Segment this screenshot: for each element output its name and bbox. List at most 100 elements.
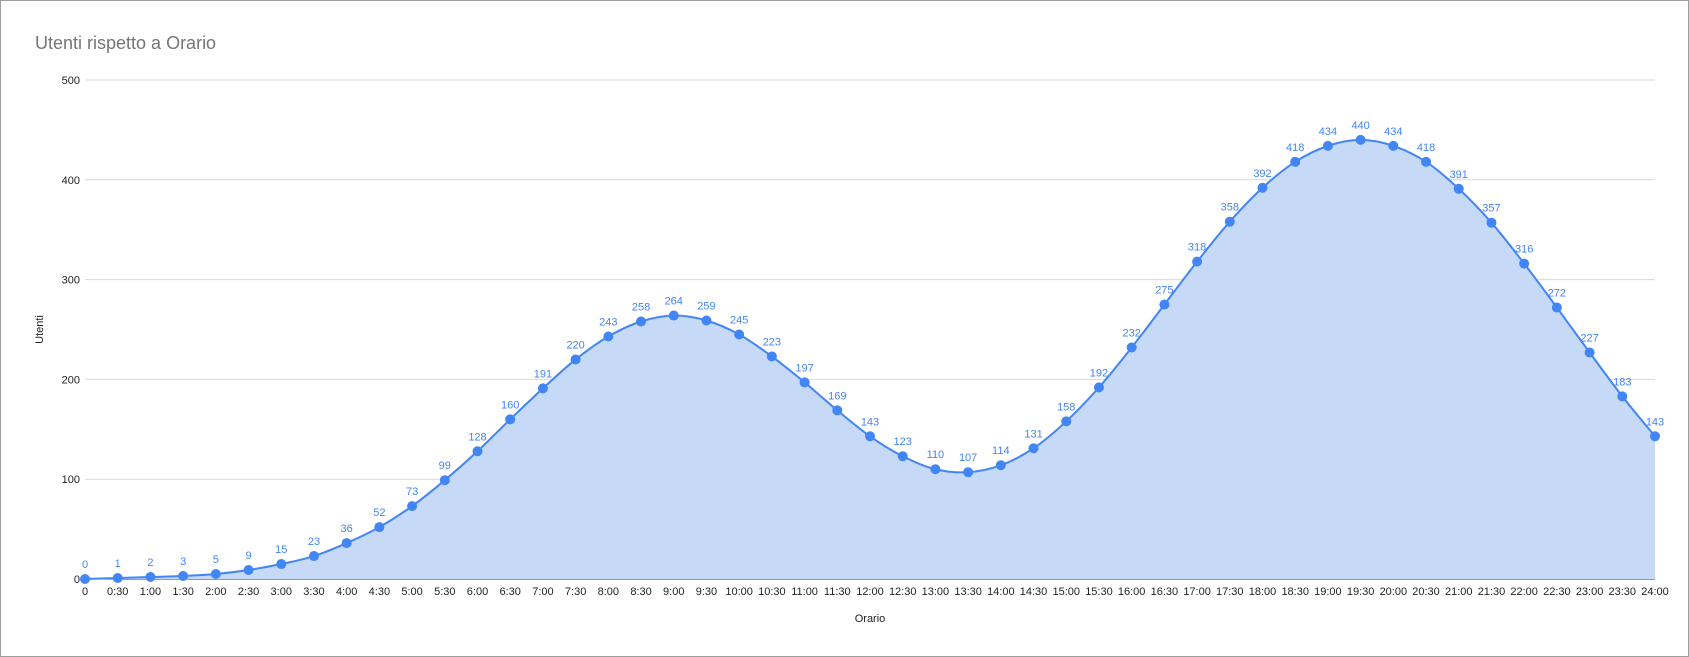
x-tick-label: 20:00 (1380, 586, 1408, 598)
x-tick-label: 0 (82, 586, 88, 598)
data-label: 107 (959, 452, 977, 464)
data-label: 232 (1122, 327, 1140, 339)
data-point (537, 383, 548, 394)
y-tick-label: 400 (62, 175, 80, 187)
data-label: 15 (275, 544, 287, 556)
x-tick-label: 11:00 (791, 586, 818, 598)
x-tick-label: 18:30 (1281, 586, 1309, 598)
x-tick-label: 3:00 (271, 586, 292, 598)
data-point (341, 538, 352, 549)
x-tick-label: 21:30 (1478, 586, 1506, 598)
series-area-fill (85, 139, 1655, 579)
data-point (570, 354, 581, 365)
data-label: 73 (406, 486, 418, 498)
data-label: 3 (180, 556, 186, 568)
data-label: 264 (665, 296, 683, 308)
data-label: 357 (1482, 203, 1500, 215)
data-label: 245 (730, 314, 748, 326)
x-tick-label: 8:00 (598, 586, 619, 598)
data-label: 243 (599, 316, 617, 328)
data-point (963, 467, 974, 478)
x-tick-label: 18:00 (1249, 586, 1277, 598)
x-tick-label: 24:00 (1641, 586, 1669, 598)
x-tick-label: 23:30 (1609, 586, 1637, 598)
data-point (178, 571, 189, 582)
x-tick-label: 2:30 (238, 586, 259, 598)
x-axis-title: Orario (855, 613, 886, 625)
data-label: 169 (828, 390, 846, 402)
data-point (1224, 216, 1235, 227)
data-point (276, 559, 287, 570)
data-label: 223 (763, 336, 781, 348)
x-tick-label: 22:00 (1510, 586, 1538, 598)
x-tick-label: 6:00 (467, 586, 488, 598)
data-point (1322, 140, 1333, 151)
data-label: 23 (308, 536, 320, 548)
data-point (636, 316, 647, 327)
x-tick-label: 3:30 (303, 586, 324, 598)
x-tick-label: 17:30 (1216, 586, 1244, 598)
data-point (472, 446, 483, 457)
x-tick-label: 8:30 (630, 586, 651, 598)
data-label: 258 (632, 302, 650, 314)
chart-title: Utenti rispetto a Orario (35, 33, 217, 53)
data-point (1257, 182, 1268, 193)
data-point (766, 351, 777, 362)
data-label: 110 (927, 449, 945, 461)
x-tick-label: 22:30 (1543, 586, 1571, 598)
x-tick-label: 5:30 (434, 586, 455, 598)
data-label: 227 (1580, 332, 1598, 344)
data-point (865, 431, 875, 442)
data-label: 0 (82, 559, 88, 571)
data-point (112, 573, 123, 584)
data-point (1519, 258, 1530, 269)
x-tick-label: 12:00 (856, 586, 884, 598)
x-tick-label: 7:30 (565, 586, 586, 598)
y-axis-title: Utenti (34, 315, 46, 344)
data-point (439, 475, 450, 486)
data-label: 5 (213, 554, 219, 566)
data-label: 391 (1450, 169, 1468, 181)
data-label: 220 (566, 339, 584, 351)
data-point (668, 310, 679, 321)
x-tick-label: 20:30 (1412, 586, 1440, 598)
data-point (1355, 134, 1366, 145)
x-tick-label: 15:00 (1052, 586, 1080, 598)
data-point (701, 315, 712, 326)
x-tick-label: 19:30 (1347, 586, 1375, 598)
data-point (1028, 443, 1039, 454)
data-label: 183 (1613, 376, 1631, 388)
data-point (1453, 183, 1464, 194)
data-point (930, 464, 941, 475)
data-point (799, 377, 810, 388)
y-tick-label: 200 (62, 374, 80, 386)
data-point (1551, 302, 1562, 313)
data-label: 158 (1057, 401, 1075, 413)
x-tick-label: 10:30 (758, 586, 786, 598)
x-tick-label: 9:30 (696, 586, 717, 598)
x-tick-label: 15:30 (1085, 586, 1113, 598)
x-tick-label: 5:00 (401, 586, 422, 598)
data-point (407, 501, 418, 512)
x-tick-label: 23:00 (1576, 586, 1604, 598)
x-tick-label: 16:00 (1118, 586, 1146, 598)
x-tick-label: 9:00 (663, 586, 684, 598)
data-label: 418 (1417, 142, 1435, 154)
data-label: 275 (1155, 285, 1173, 297)
x-tick-label: 0:30 (107, 586, 128, 598)
data-label: 259 (697, 301, 715, 313)
data-label: 272 (1548, 288, 1566, 300)
x-tick-label: 14:30 (1020, 586, 1048, 598)
data-label: 114 (992, 445, 1010, 457)
data-point (832, 405, 843, 416)
data-point (1126, 342, 1137, 353)
data-point (1159, 299, 1170, 310)
data-point (1388, 140, 1399, 151)
data-point (243, 565, 254, 576)
x-tick-label: 13:00 (922, 586, 950, 598)
x-tick-label: 17:00 (1183, 586, 1211, 598)
data-label: 392 (1253, 168, 1271, 180)
data-label: 128 (468, 431, 486, 443)
x-tick-label: 4:30 (369, 586, 390, 598)
